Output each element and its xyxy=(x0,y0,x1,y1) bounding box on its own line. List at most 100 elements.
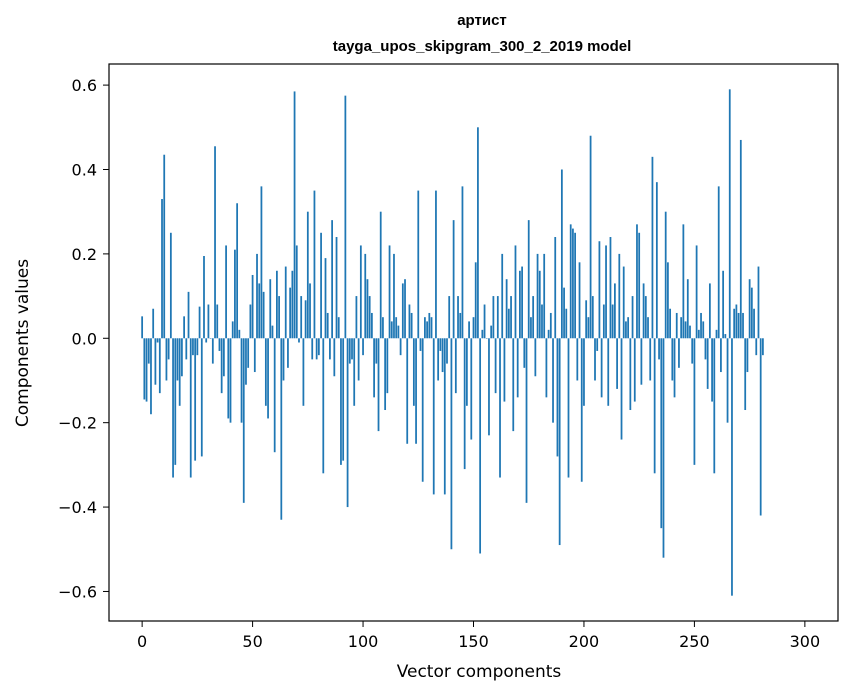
bar xyxy=(335,237,338,339)
bar xyxy=(317,338,320,356)
bar xyxy=(346,338,349,508)
bar xyxy=(633,338,636,402)
bar xyxy=(461,186,464,339)
bar xyxy=(351,338,353,360)
bar xyxy=(395,317,398,339)
bar xyxy=(682,224,685,339)
bar xyxy=(472,317,475,339)
bar xyxy=(567,338,570,478)
bar xyxy=(393,253,395,339)
bar xyxy=(556,338,559,457)
bar xyxy=(728,89,731,339)
bar xyxy=(684,321,687,339)
bar xyxy=(525,338,528,503)
bar xyxy=(366,279,369,339)
bar xyxy=(267,338,269,419)
bar xyxy=(583,338,585,406)
bar xyxy=(189,338,192,478)
bar xyxy=(538,270,541,339)
bar xyxy=(145,338,148,402)
bar xyxy=(530,317,532,339)
bar xyxy=(483,304,486,339)
bar xyxy=(377,338,380,432)
bar xyxy=(667,262,669,339)
bar xyxy=(636,224,638,339)
bar xyxy=(222,338,225,377)
bar xyxy=(355,296,358,339)
bar xyxy=(229,338,232,423)
bar xyxy=(598,241,601,339)
bar xyxy=(514,245,517,339)
bar xyxy=(320,232,322,339)
bar xyxy=(468,321,470,339)
bar xyxy=(309,283,311,339)
bar xyxy=(675,312,678,339)
bar xyxy=(720,338,722,373)
bar xyxy=(284,266,287,339)
bar xyxy=(269,279,272,339)
bar xyxy=(158,338,161,394)
bar xyxy=(742,312,744,339)
bar xyxy=(474,262,477,339)
bar xyxy=(178,338,181,406)
bar xyxy=(587,317,590,339)
bar xyxy=(417,190,420,339)
bar xyxy=(234,249,236,339)
bar xyxy=(560,169,563,339)
bar xyxy=(510,296,512,339)
bar xyxy=(711,338,713,402)
bar xyxy=(280,338,283,520)
x-tick-label: 100 xyxy=(348,632,379,651)
bar xyxy=(678,338,680,368)
bar xyxy=(291,270,294,339)
bar xyxy=(443,338,446,495)
bar xyxy=(602,304,605,339)
bar xyxy=(457,296,459,339)
bar xyxy=(430,317,433,339)
bar xyxy=(563,287,565,339)
bar xyxy=(203,256,205,339)
bar xyxy=(353,338,356,406)
bar xyxy=(410,312,413,339)
bar xyxy=(242,338,245,503)
bar xyxy=(220,338,223,394)
bar xyxy=(401,283,404,339)
bar xyxy=(735,304,738,339)
bar xyxy=(236,203,239,339)
bar xyxy=(620,338,623,440)
bar xyxy=(379,211,382,339)
bar xyxy=(253,338,256,373)
bar xyxy=(591,296,594,339)
bar xyxy=(479,338,482,554)
bar xyxy=(426,321,428,339)
bar xyxy=(762,338,764,356)
bar xyxy=(565,308,568,339)
bar xyxy=(390,321,393,339)
bar xyxy=(276,270,278,339)
bar xyxy=(640,338,643,385)
bar xyxy=(700,312,702,339)
y-tick-label: 0.4 xyxy=(72,160,97,179)
bar xyxy=(600,338,603,398)
bar xyxy=(653,338,656,474)
bar xyxy=(485,338,488,339)
bar xyxy=(578,262,581,339)
bar xyxy=(198,306,201,339)
bar xyxy=(247,338,250,368)
bar xyxy=(200,338,203,457)
bar xyxy=(176,338,179,381)
x-axis-label: Vector components xyxy=(397,662,562,682)
bar xyxy=(706,338,709,389)
bar xyxy=(532,296,535,339)
bar xyxy=(419,338,422,351)
bar xyxy=(192,338,194,356)
bar xyxy=(726,338,729,423)
bar xyxy=(488,338,490,436)
bar xyxy=(282,338,285,381)
bar xyxy=(165,338,168,381)
bar xyxy=(512,338,515,432)
bar xyxy=(496,296,499,339)
bar xyxy=(664,211,667,339)
bar xyxy=(614,283,616,339)
bar xyxy=(702,321,705,339)
